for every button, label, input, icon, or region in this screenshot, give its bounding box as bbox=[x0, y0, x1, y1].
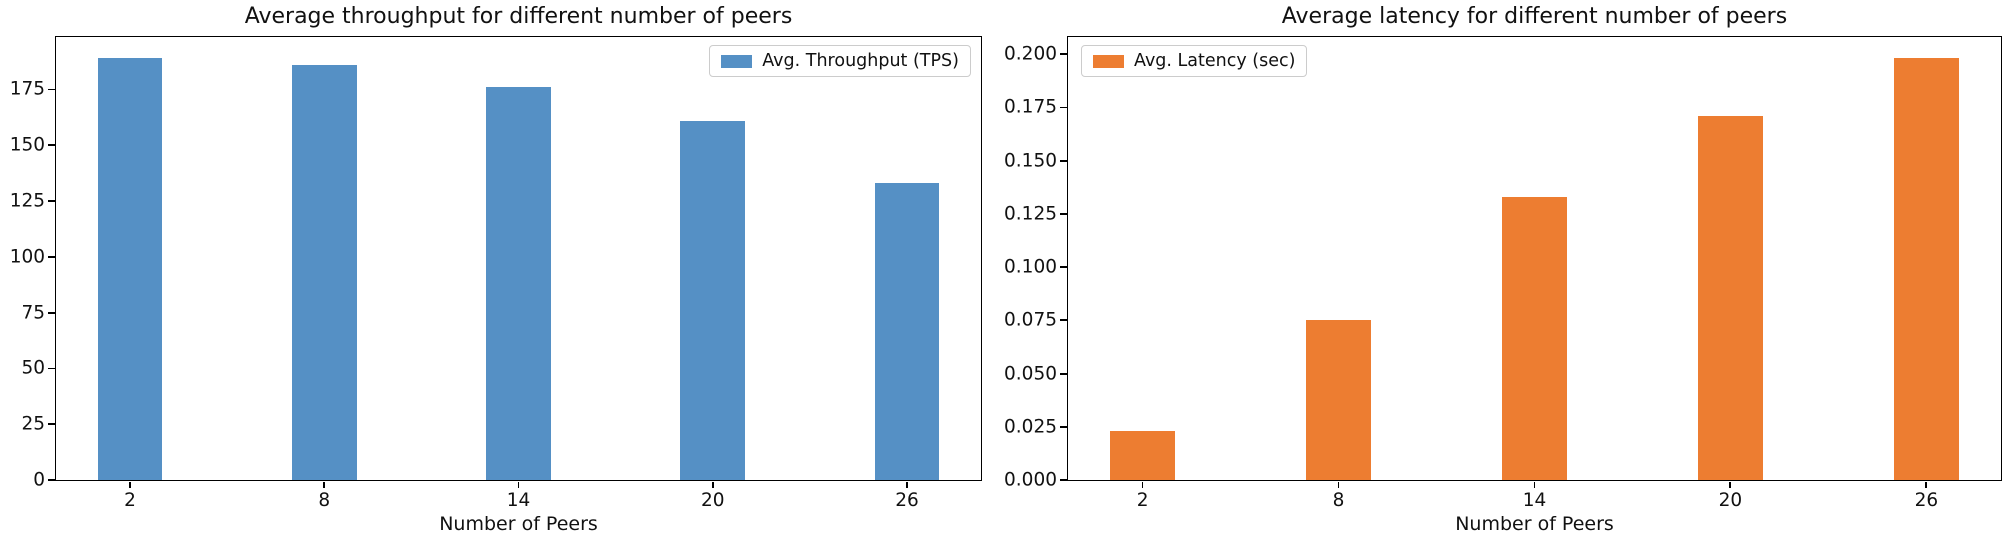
y-tick-mark bbox=[47, 200, 55, 203]
y-tick-mark bbox=[47, 367, 55, 370]
y-tick-mark bbox=[47, 144, 55, 147]
y-tick-label: 50 bbox=[21, 357, 45, 379]
latency-plot-area: 0.000 0.025 0.050 0.075 0.100 0.125 0.150 0.175… bbox=[1004, 36, 2002, 511]
y-tick-label: 0.200 bbox=[1004, 43, 1057, 65]
bar bbox=[1697, 115, 1764, 480]
y-tick-mark bbox=[1059, 479, 1067, 481]
bar bbox=[680, 120, 746, 480]
x-tick-mark bbox=[517, 481, 520, 488]
y-tick-mark bbox=[47, 479, 55, 481]
x-tick-label: 2 bbox=[1136, 490, 1149, 511]
x-tick-mark bbox=[1141, 481, 1144, 488]
y-tick-label: 150 bbox=[9, 134, 45, 156]
x-tick-mark bbox=[1925, 481, 1928, 488]
y-tick-label: 0.125 bbox=[1004, 203, 1057, 225]
x-tick-label: 26 bbox=[1914, 490, 1939, 511]
legend-swatch bbox=[721, 54, 753, 68]
bar bbox=[1501, 196, 1568, 480]
x-tick-mark bbox=[1533, 481, 1536, 488]
y-tick-mark bbox=[1059, 319, 1067, 322]
legend-label: Avg. Throughput (TPS) bbox=[762, 51, 959, 71]
x-tick-label: 2 bbox=[124, 490, 136, 511]
y-tick-mark bbox=[47, 256, 55, 258]
y-tick-mark bbox=[1059, 53, 1067, 56]
x-tick-label: 8 bbox=[318, 490, 331, 511]
latency-x-axis-label: Number of Peers bbox=[1455, 513, 1614, 535]
y-tick-label: 0.000 bbox=[1004, 469, 1057, 491]
y-tick-mark bbox=[47, 88, 55, 91]
chart-title-throughput: Average throughput for different number … bbox=[244, 4, 793, 29]
y-tick-mark bbox=[1059, 106, 1067, 109]
x-tick-mark bbox=[1337, 481, 1340, 488]
bar bbox=[1109, 431, 1176, 480]
y-tick-label: 0.050 bbox=[1004, 363, 1057, 385]
y-tick-label: 100 bbox=[9, 246, 45, 268]
bar bbox=[97, 58, 163, 480]
y-tick-label: 0.075 bbox=[1004, 309, 1057, 331]
x-tick-label: 20 bbox=[700, 490, 725, 511]
bar bbox=[291, 64, 357, 480]
x-tick-mark bbox=[906, 481, 908, 488]
bar bbox=[1305, 320, 1372, 480]
x-tick-mark bbox=[711, 481, 714, 488]
x-tick-mark bbox=[1729, 481, 1732, 488]
y-tick-mark bbox=[1059, 159, 1067, 162]
x-tick-label: 14 bbox=[1522, 490, 1547, 511]
x-tick-label: 26 bbox=[895, 490, 919, 511]
y-tick-label: 75 bbox=[21, 302, 45, 324]
throughput-x-axis-label: Number of Peers bbox=[439, 513, 598, 535]
y-tick-mark bbox=[1059, 425, 1067, 428]
throughput-plot-area: 0 25 50 75 100 125 150 175 2 8 14 20 26 Avg. Throughp… bbox=[10, 36, 982, 511]
y-tick-label: 125 bbox=[9, 190, 45, 212]
y-tick-mark bbox=[1059, 212, 1067, 215]
x-tick-label: 8 bbox=[1332, 490, 1345, 511]
y-tick-mark bbox=[47, 311, 55, 314]
y-tick-label: 0.150 bbox=[1004, 150, 1057, 172]
chart-title-latency: Average latency for different number of … bbox=[1281, 4, 1788, 29]
y-tick-mark bbox=[1059, 372, 1067, 375]
legend: Avg. Latency (sec) bbox=[1081, 45, 1308, 77]
x-tick-label: 14 bbox=[506, 490, 531, 511]
bar bbox=[1893, 58, 1959, 480]
y-tick-mark bbox=[47, 423, 55, 426]
y-tick-label: 25 bbox=[21, 413, 45, 435]
x-tick-mark bbox=[129, 481, 131, 488]
y-tick-label: 0.100 bbox=[1004, 256, 1057, 278]
legend: Avg. Throughput (TPS) bbox=[709, 45, 971, 77]
y-tick-mark bbox=[1059, 266, 1067, 269]
x-tick-mark bbox=[323, 481, 326, 488]
legend-swatch bbox=[1093, 54, 1124, 68]
y-tick-label: 0.025 bbox=[1004, 416, 1057, 438]
y-tick-label: 175 bbox=[9, 78, 45, 100]
x-tick-label: 20 bbox=[1718, 490, 1743, 511]
legend-label: Avg. Latency (sec) bbox=[1134, 51, 1296, 71]
bar bbox=[874, 183, 940, 480]
bar bbox=[486, 87, 551, 480]
y-tick-label: 0.175 bbox=[1004, 96, 1057, 118]
y-tick-label: 0 bbox=[33, 469, 45, 491]
